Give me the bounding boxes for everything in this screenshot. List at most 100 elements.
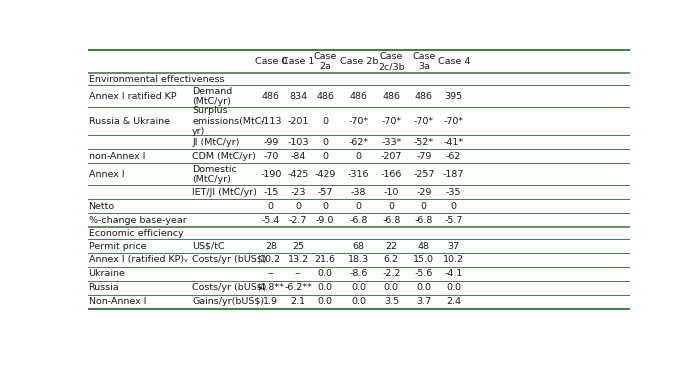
Text: -113: -113 bbox=[260, 117, 281, 126]
Text: 0: 0 bbox=[295, 202, 301, 211]
Text: -4.1: -4.1 bbox=[444, 270, 463, 279]
Text: -190: -190 bbox=[260, 170, 281, 179]
Text: -99: -99 bbox=[263, 138, 279, 147]
Text: -70*: -70* bbox=[444, 117, 463, 126]
Text: 0.0: 0.0 bbox=[318, 297, 332, 306]
Text: 0: 0 bbox=[322, 138, 328, 147]
Text: US$/tC: US$/tC bbox=[193, 242, 225, 251]
Text: -70*: -70* bbox=[382, 117, 401, 126]
Text: %-change base-year: %-change base-year bbox=[89, 216, 186, 225]
Text: -257: -257 bbox=[413, 170, 435, 179]
Text: 486: 486 bbox=[415, 92, 433, 101]
Text: Russia & Ukraine: Russia & Ukraine bbox=[89, 117, 169, 126]
Text: Non-Annex I: Non-Annex I bbox=[89, 297, 146, 306]
Text: 0.0: 0.0 bbox=[446, 284, 461, 293]
Text: 0: 0 bbox=[389, 202, 394, 211]
Text: 0: 0 bbox=[322, 152, 328, 161]
Text: -15: -15 bbox=[263, 188, 279, 197]
Text: -52*: -52* bbox=[414, 138, 434, 147]
Text: 486: 486 bbox=[316, 92, 334, 101]
Text: -6.2**: -6.2** bbox=[284, 284, 312, 293]
Text: 68: 68 bbox=[353, 242, 365, 251]
Text: Annex I: Annex I bbox=[89, 170, 124, 179]
Text: 3.7: 3.7 bbox=[416, 297, 431, 306]
Text: Domestic
(MtC/yr): Domestic (MtC/yr) bbox=[193, 165, 237, 184]
Text: Costs/yr (bUS$): Costs/yr (bUS$) bbox=[193, 284, 267, 293]
Text: Economic efficiency: Economic efficiency bbox=[89, 229, 183, 238]
Text: -23: -23 bbox=[290, 188, 306, 197]
Text: -62*: -62* bbox=[349, 138, 369, 147]
Text: 18.3: 18.3 bbox=[348, 256, 370, 265]
Text: -429: -429 bbox=[314, 170, 336, 179]
Text: 2.1: 2.1 bbox=[290, 297, 305, 306]
Text: -70: -70 bbox=[263, 152, 279, 161]
Text: -5.6: -5.6 bbox=[414, 270, 433, 279]
Text: 486: 486 bbox=[382, 92, 400, 101]
Text: -6.8: -6.8 bbox=[382, 216, 400, 225]
Text: 15.0: 15.0 bbox=[413, 256, 434, 265]
Text: Case 2b: Case 2b bbox=[340, 57, 378, 66]
Text: 486: 486 bbox=[350, 92, 368, 101]
Text: Annex I (ratified KP)ᵥ: Annex I (ratified KP)ᵥ bbox=[89, 256, 188, 265]
Text: Ukraine: Ukraine bbox=[89, 270, 125, 279]
Text: Case
3a: Case 3a bbox=[412, 52, 435, 71]
Text: 0.0: 0.0 bbox=[318, 270, 332, 279]
Text: -207: -207 bbox=[381, 152, 402, 161]
Text: Case 4: Case 4 bbox=[438, 57, 470, 66]
Text: -6.8: -6.8 bbox=[414, 216, 433, 225]
Text: 25: 25 bbox=[292, 242, 304, 251]
Text: -79: -79 bbox=[416, 152, 431, 161]
Text: 0: 0 bbox=[356, 152, 362, 161]
Text: Case
2c/3b: Case 2c/3b bbox=[378, 52, 405, 71]
Text: -6.8: -6.8 bbox=[349, 216, 368, 225]
Text: Gains/yr(bUS$): Gains/yr(bUS$) bbox=[193, 297, 265, 306]
Text: 1.9: 1.9 bbox=[263, 297, 279, 306]
Text: -84: -84 bbox=[290, 152, 306, 161]
Text: -8.6: -8.6 bbox=[349, 270, 368, 279]
Text: IET/JI (MtC/yr): IET/JI (MtC/yr) bbox=[193, 188, 257, 197]
Text: 37: 37 bbox=[447, 242, 460, 251]
Text: -70*: -70* bbox=[349, 117, 369, 126]
Text: 486: 486 bbox=[262, 92, 280, 101]
Text: --: -- bbox=[295, 270, 302, 279]
Text: -33*: -33* bbox=[381, 138, 402, 147]
Text: 0: 0 bbox=[356, 202, 362, 211]
Text: 10.2: 10.2 bbox=[260, 256, 281, 265]
Text: 6.2: 6.2 bbox=[384, 256, 399, 265]
Text: -425: -425 bbox=[287, 170, 309, 179]
Text: Annex I ratified KP: Annex I ratified KP bbox=[89, 92, 176, 101]
Text: Surplus
emissions(MtC/
yr): Surplus emissions(MtC/ yr) bbox=[193, 106, 265, 136]
Text: -5.7: -5.7 bbox=[444, 216, 463, 225]
Text: Case 0: Case 0 bbox=[255, 57, 287, 66]
Text: 0: 0 bbox=[451, 202, 456, 211]
Text: Demand
(MtC/yr): Demand (MtC/yr) bbox=[193, 87, 232, 106]
Text: -9.0: -9.0 bbox=[316, 216, 335, 225]
Text: --: -- bbox=[267, 270, 274, 279]
Text: CDM (MtC/yr): CDM (MtC/yr) bbox=[193, 152, 256, 161]
Text: -62: -62 bbox=[446, 152, 461, 161]
Text: -29: -29 bbox=[416, 188, 431, 197]
Text: 395: 395 bbox=[444, 92, 463, 101]
Text: -2.7: -2.7 bbox=[289, 216, 307, 225]
Text: 21.6: 21.6 bbox=[314, 256, 335, 265]
Text: -166: -166 bbox=[381, 170, 402, 179]
Text: Netto: Netto bbox=[89, 202, 115, 211]
Text: 0.0: 0.0 bbox=[351, 297, 366, 306]
Text: -10: -10 bbox=[384, 188, 399, 197]
Text: 13.2: 13.2 bbox=[288, 256, 309, 265]
Text: Case
2a: Case 2a bbox=[314, 52, 337, 71]
Text: Permit price: Permit price bbox=[89, 242, 146, 251]
Text: 10.2: 10.2 bbox=[443, 256, 464, 265]
Text: -41*: -41* bbox=[444, 138, 463, 147]
Text: 834: 834 bbox=[289, 92, 307, 101]
Text: 0.0: 0.0 bbox=[416, 284, 431, 293]
Text: 2.4: 2.4 bbox=[446, 297, 461, 306]
Text: -57: -57 bbox=[317, 188, 332, 197]
Text: 0: 0 bbox=[322, 117, 328, 126]
Text: 0.0: 0.0 bbox=[318, 284, 332, 293]
Text: 22: 22 bbox=[385, 242, 398, 251]
Text: Costs/yr (bUS$): Costs/yr (bUS$) bbox=[193, 256, 267, 265]
Text: -35: -35 bbox=[446, 188, 461, 197]
Text: Case 1: Case 1 bbox=[282, 57, 314, 66]
Text: 0.0: 0.0 bbox=[384, 284, 399, 293]
